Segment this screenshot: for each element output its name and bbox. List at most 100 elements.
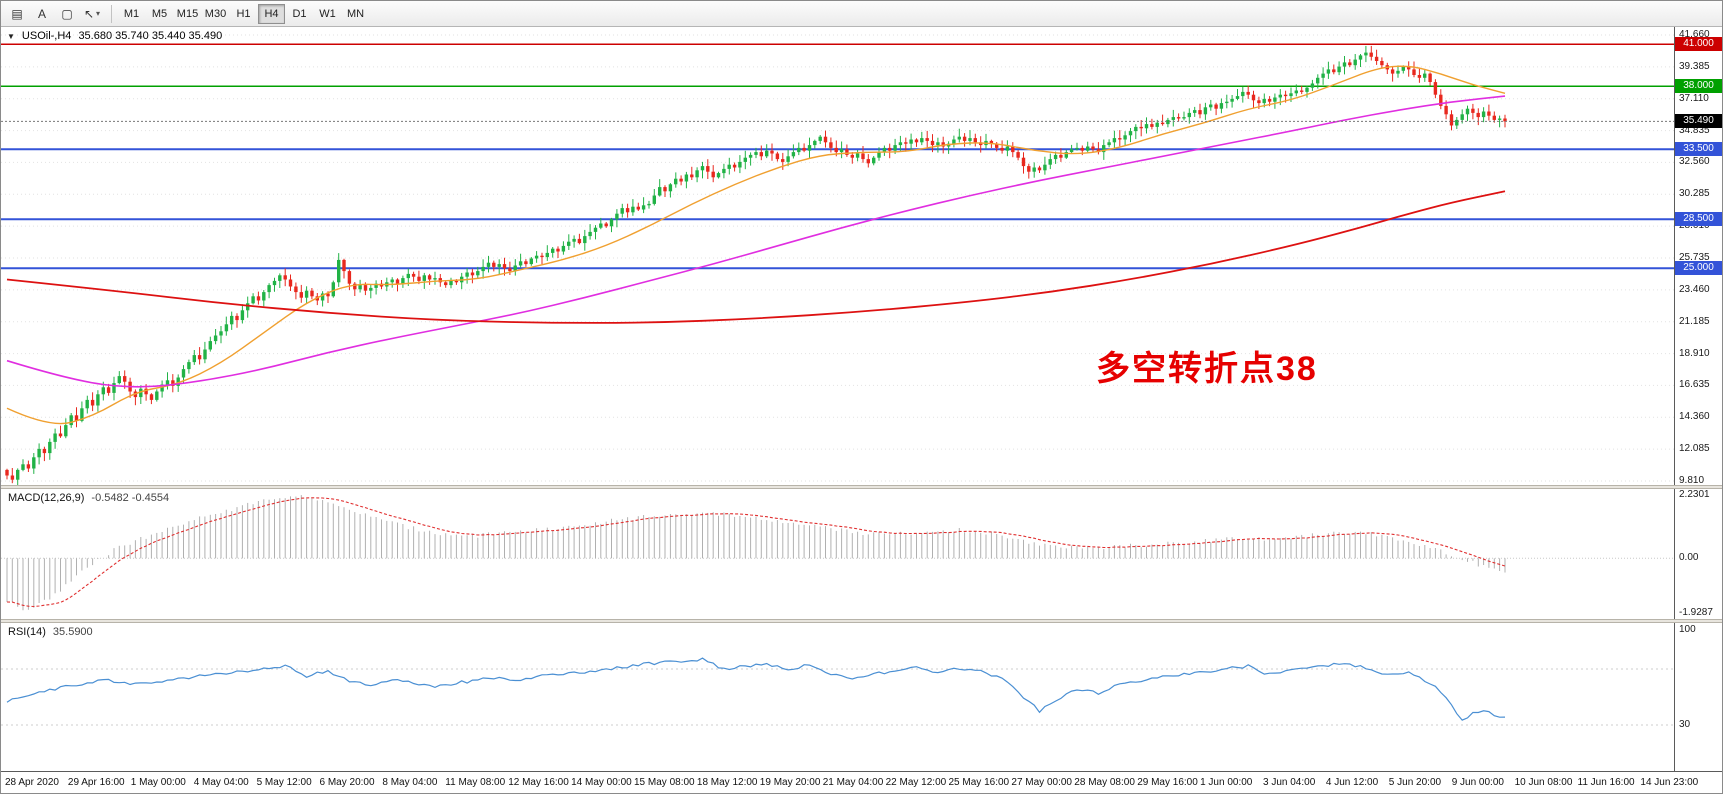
candle <box>1235 96 1240 99</box>
pane-splitter[interactable] <box>1 619 1722 623</box>
candle <box>743 157 747 162</box>
macd-canvas[interactable] <box>1 489 1676 619</box>
timeframe-button-h4[interactable]: H4 <box>258 3 285 24</box>
timeframe-button-mn[interactable]: MN <box>346 7 365 20</box>
grid-layer <box>1 34 1676 482</box>
candle <box>42 448 47 454</box>
candle <box>583 236 587 244</box>
price-axis-label: 39.385 <box>1679 60 1710 72</box>
timeframe-button-w1[interactable]: W1 <box>319 7 336 20</box>
pane-splitter[interactable] <box>1 485 1722 489</box>
candle <box>872 157 876 164</box>
candle <box>706 166 710 172</box>
candle <box>1455 119 1459 126</box>
candle <box>1364 52 1368 56</box>
candle <box>722 168 726 174</box>
candle <box>957 136 961 140</box>
candle <box>1193 110 1197 113</box>
macd-indicator-name: MACD(12,26,9) <box>8 492 85 504</box>
candle <box>251 296 255 304</box>
candle <box>620 208 624 214</box>
toolbar: ▤ A ▢ ↖ ▾ M1 M5 M15 M30 H1 H4 D1 W1 MN <box>1 1 1722 27</box>
candle <box>208 341 212 350</box>
timeframe-button-m1[interactable]: M1 <box>123 7 140 20</box>
text-icon: A <box>37 6 46 21</box>
text-tool-button[interactable]: A <box>30 4 54 24</box>
timeframe-button-m5[interactable]: M5 <box>151 7 168 20</box>
candle <box>444 282 448 286</box>
timeframe-button-m30[interactable]: M30 <box>204 7 227 20</box>
candle <box>855 153 860 158</box>
candle <box>668 184 673 192</box>
candle <box>326 293 330 297</box>
time-axis-label: 6 May 20:00 <box>319 777 375 788</box>
candle <box>609 219 614 227</box>
time-axis-label: 29 Apr 16:00 <box>67 777 125 788</box>
time-axis[interactable]: 28 Apr 2020 29 Apr 16:00 1 May 00:00 4 May … <box>1 771 1722 793</box>
candle <box>732 164 737 168</box>
candle <box>834 147 838 153</box>
candle <box>1219 103 1224 109</box>
candle <box>299 292 303 298</box>
candle <box>1016 152 1020 158</box>
candle <box>262 292 266 301</box>
candle <box>256 296 261 301</box>
candle <box>1160 122 1165 125</box>
shapes-tool-button[interactable]: ▢ <box>55 4 79 24</box>
cursor-tool-button[interactable]: ↖ ▾ <box>80 4 104 24</box>
timeframe-button-m15[interactable]: M15 <box>176 7 199 20</box>
price-axis-label: 21.185 <box>1679 315 1710 327</box>
price-line-tag: 35.490 <box>1675 114 1722 129</box>
macd-axis-label: 2.2301 <box>1679 489 1710 500</box>
symbol-header: ▼ USOil-,H4 35.680 35.740 35.440 35.490 <box>7 30 222 42</box>
candle <box>716 173 721 178</box>
main-chart-canvas[interactable] <box>1 27 1676 485</box>
chart-collapse-icon[interactable]: ▼ <box>7 31 15 41</box>
rsi-canvas[interactable] <box>1 623 1676 771</box>
candle <box>438 278 442 283</box>
candle <box>786 156 790 162</box>
candle <box>679 178 683 182</box>
candle <box>1059 154 1063 158</box>
price-axis-label: 16.635 <box>1679 379 1710 391</box>
candle <box>920 138 924 143</box>
candle <box>1380 61 1384 66</box>
candle <box>53 433 57 442</box>
candle <box>192 355 196 363</box>
candle <box>37 448 41 458</box>
rsi-axis[interactable]: 100 30 <box>1674 623 1722 771</box>
candle <box>1348 62 1352 66</box>
macd-axis[interactable]: 2.2301 0.00 -1.9287 <box>1674 489 1722 619</box>
time-axis-label: 9 Jun 00:00 <box>1451 777 1504 788</box>
candle <box>1374 56 1379 61</box>
candle <box>1321 73 1325 78</box>
candle <box>363 285 368 291</box>
candle <box>1428 73 1432 82</box>
candle <box>775 153 780 160</box>
candle <box>310 290 314 297</box>
templates-button[interactable]: ▤ <box>5 4 29 24</box>
candle <box>294 286 298 293</box>
candle <box>845 149 849 155</box>
timeframe-button-h1[interactable]: H1 <box>236 7 251 20</box>
candle <box>106 387 111 393</box>
candle <box>914 139 919 143</box>
rsi-value: 35.5900 <box>52 626 93 638</box>
candle <box>1481 111 1486 118</box>
candle <box>1503 118 1507 122</box>
candle <box>1080 147 1084 151</box>
candle <box>219 331 223 336</box>
candle <box>1444 105 1448 115</box>
timeframe-button-d1[interactable]: D1 <box>292 7 307 20</box>
candle <box>331 282 335 297</box>
price-axis[interactable]: 41.66039.38537.11034.83532.56030.28528.0… <box>1674 27 1722 486</box>
candle <box>1128 131 1133 136</box>
candle <box>748 154 753 158</box>
candle <box>1471 108 1475 113</box>
candle <box>1241 91 1245 97</box>
candle <box>1300 90 1304 92</box>
slow-ma-line <box>6 190 1506 324</box>
time-axis-label: 5 Jun 20:00 <box>1388 777 1442 788</box>
candle <box>1267 98 1272 102</box>
